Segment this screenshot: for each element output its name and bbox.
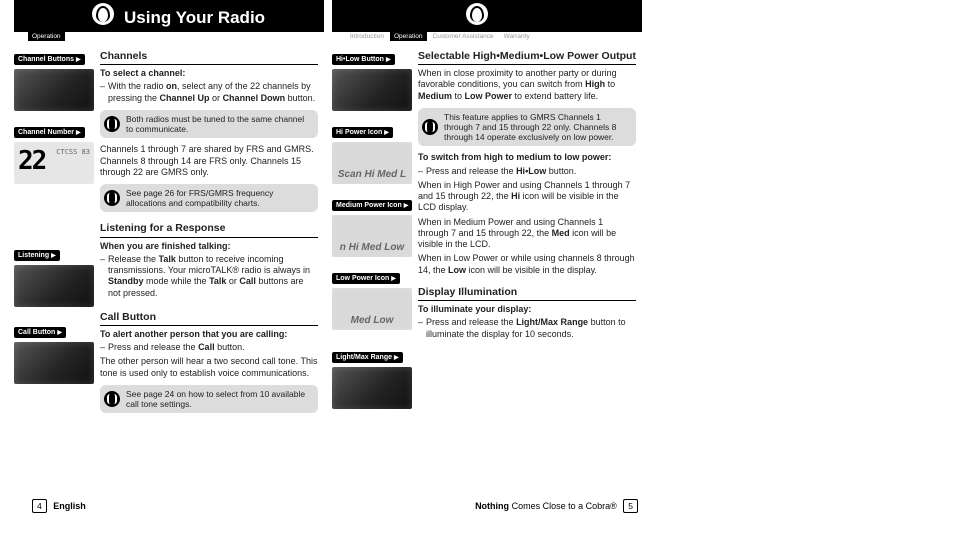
left-label-column: Channel Buttons Channel Number 22 CTCSS … xyxy=(14,48,100,419)
note-icon xyxy=(104,391,120,407)
tab-intro: Introduction xyxy=(346,32,388,41)
call-para: The other person will hear a two second … xyxy=(100,356,318,379)
power-bullet: Press and release the Hi•Low button. xyxy=(418,166,636,177)
section-power-title: Selectable High•Medium•Low Power Output xyxy=(418,50,636,65)
thumb-light-max xyxy=(332,367,412,409)
header-bar-right: Introduction Operation Customer Assistan… xyxy=(332,0,642,32)
channels-note2: See page 26 for FRS/GMRS frequency alloc… xyxy=(100,184,318,212)
thumb-low-power: Med Low xyxy=(332,288,412,330)
channels-sub: To select a channel: xyxy=(100,68,318,79)
power-para1: When in close proximity to another party… xyxy=(418,68,636,102)
label-channel-buttons: Channel Buttons xyxy=(14,54,85,65)
tab-customer: Customer Assistance xyxy=(429,32,498,41)
label-hi-power: Hi Power Icon xyxy=(332,127,393,138)
display-bullet: Press and release the Light/Max Range bu… xyxy=(418,317,636,340)
display-sub: To illuminate your display: xyxy=(418,304,636,315)
tab-warranty: Warranty xyxy=(500,32,534,41)
label-light-max: Light/Max Range xyxy=(332,352,403,363)
page-number-right: 5 xyxy=(623,499,638,513)
label-call-button: Call Button xyxy=(14,327,66,338)
call-note: See page 24 on how to select from 10 ava… xyxy=(100,385,318,413)
call-sub: To alert another person that you are cal… xyxy=(100,329,318,340)
thumb-med-power: n Hi Med Low xyxy=(332,215,412,257)
right-label-column: Hi•Low Button Hi Power Icon Scan Hi Med … xyxy=(332,48,418,419)
right-body-column: Selectable High•Medium•Low Power Output … xyxy=(418,48,642,419)
label-hilow-button: Hi•Low Button xyxy=(332,54,395,65)
power-para4: When in Low Power or while using channel… xyxy=(418,253,636,276)
label-med-power: Medium Power Icon xyxy=(332,200,412,211)
header-bar-left: Using Your Radio Operation xyxy=(14,0,324,32)
thumb-lcd: 22 CTCSS 83 xyxy=(14,142,94,184)
page-number-left: 4 xyxy=(32,499,47,513)
thumb-call-button xyxy=(14,342,94,384)
tab-operation: Operation xyxy=(390,32,427,41)
page-right: Introduction Operation Customer Assistan… xyxy=(332,0,642,525)
thumb-hi-power: Scan Hi Med L xyxy=(332,142,412,184)
section-channels-title: Channels xyxy=(100,50,318,65)
tab-operation: Operation xyxy=(28,32,65,41)
channels-para1: Channels 1 through 7 are shared by FRS a… xyxy=(100,144,318,178)
footer-right: Nothing Comes Close to a Cobra® 5 xyxy=(475,501,642,511)
channels-bullet: With the radio on, select any of the 22 … xyxy=(100,81,318,104)
label-low-power: Low Power Icon xyxy=(332,273,400,284)
listening-bullet: Release the Talk button to receive incom… xyxy=(100,254,318,299)
power-para2: When in High Power and using Channels 1 … xyxy=(418,180,636,214)
logo-icon xyxy=(466,3,488,25)
section-display-title: Display Illumination xyxy=(418,286,636,301)
listening-sub: When you are finished talking: xyxy=(100,241,318,252)
thumb-channel-buttons xyxy=(14,69,94,111)
call-bullet: Press and release the Call button. xyxy=(100,342,318,353)
thumb-hilow xyxy=(332,69,412,111)
page-title: Using Your Radio xyxy=(14,8,265,32)
power-note: This feature applies to GMRS Channels 1 … xyxy=(418,108,636,147)
thumb-listening xyxy=(14,265,94,307)
label-listening: Listening xyxy=(14,250,60,261)
page-left: Using Your Radio Operation Channel Butto… xyxy=(14,0,324,525)
power-sub: To switch from high to medium to low pow… xyxy=(418,152,636,163)
note-icon xyxy=(104,116,120,132)
note-icon xyxy=(422,119,438,135)
label-channel-number: Channel Number xyxy=(14,127,85,138)
section-call-title: Call Button xyxy=(100,311,318,326)
power-para3: When in Medium Power and using Channels … xyxy=(418,217,636,251)
note-icon xyxy=(104,190,120,206)
left-body-column: Channels To select a channel: With the r… xyxy=(100,48,324,419)
channels-note1: Both radios must be tuned to the same ch… xyxy=(100,110,318,138)
logo-icon xyxy=(92,3,114,25)
section-listening-title: Listening for a Response xyxy=(100,222,318,237)
footer-left: 4 English xyxy=(28,501,86,511)
